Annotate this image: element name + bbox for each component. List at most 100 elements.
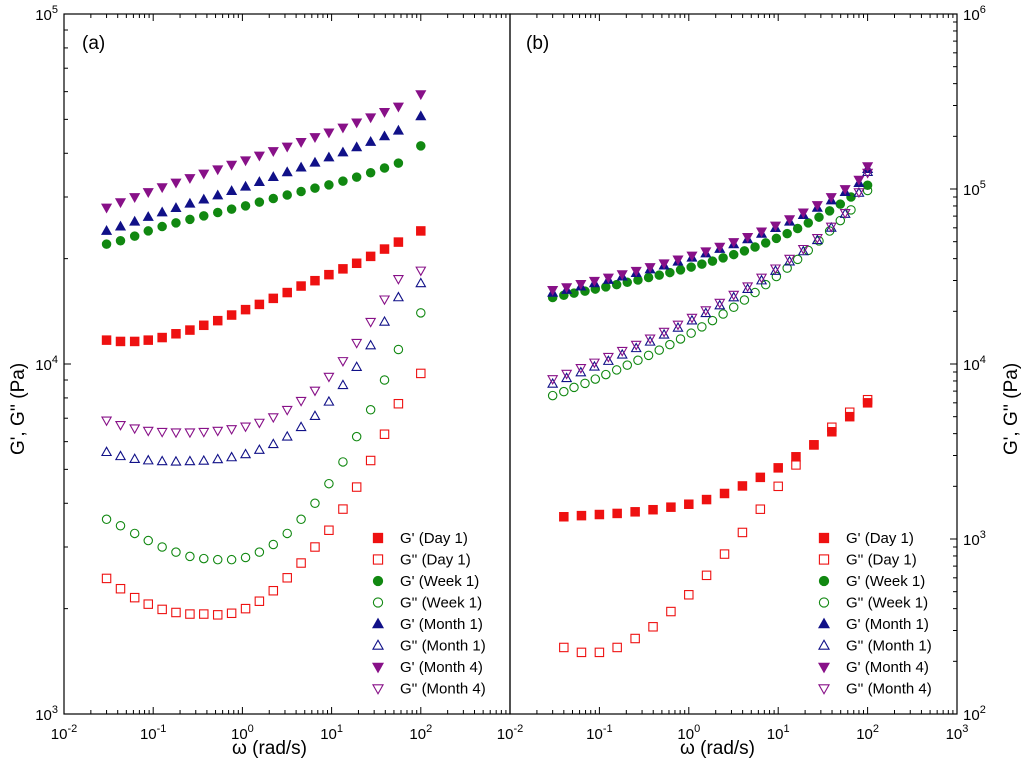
data-point (590, 374, 601, 384)
data-point (114, 420, 127, 431)
data-point (199, 553, 209, 564)
data-point (714, 298, 726, 309)
data-point (416, 308, 426, 318)
data-point (226, 160, 238, 171)
data-point (393, 237, 404, 247)
data-point (803, 218, 814, 228)
legend-label: G'' (Week 1) (400, 595, 482, 612)
data-point (622, 360, 633, 370)
data-point (742, 283, 754, 293)
data-point (792, 254, 803, 265)
legend-label: G'' (Week 1) (846, 595, 928, 612)
marks-panel-b (547, 162, 874, 658)
data-point (633, 355, 643, 366)
data-point (644, 334, 656, 345)
data-point (588, 358, 600, 369)
y-axis-title-right: G', G'' (Pa) (1001, 363, 1022, 455)
data-point (648, 622, 658, 632)
data-point (323, 395, 335, 406)
data-point (281, 405, 293, 416)
data-point (282, 573, 292, 583)
data-point (392, 124, 404, 135)
data-point (686, 313, 698, 324)
data-point (547, 377, 559, 388)
data-point (675, 334, 686, 344)
data-point (185, 214, 195, 225)
data-point (114, 198, 127, 209)
data-point (791, 452, 801, 462)
data-point (737, 527, 748, 538)
data-point (576, 510, 587, 521)
data-point (240, 552, 251, 563)
legend-marker (371, 617, 385, 629)
series-a-5 (100, 277, 427, 466)
data-point (226, 310, 237, 320)
data-point (143, 535, 153, 546)
series-b-1 (559, 394, 873, 658)
data-point (309, 410, 321, 420)
data-point (296, 558, 306, 568)
data-point (295, 138, 307, 148)
series-b-2 (547, 180, 873, 303)
data-point (718, 309, 728, 319)
data-point (323, 128, 335, 139)
data-point (686, 262, 696, 272)
data-point (707, 256, 718, 266)
data-point (378, 295, 391, 306)
data-point (239, 156, 252, 167)
data-point (267, 147, 279, 157)
data-point (198, 427, 210, 438)
data-point (142, 188, 154, 198)
data-point (616, 348, 628, 359)
y-tick-label-a: 104 (35, 354, 58, 374)
data-point (156, 183, 168, 194)
data-point (569, 382, 579, 393)
data-point (351, 431, 362, 442)
data-point (142, 211, 154, 221)
series-b-4 (547, 163, 874, 297)
data-point (630, 342, 642, 353)
legend-label: G' (Month 1) (400, 616, 483, 633)
x-tick-label-b: 10-1 (586, 723, 612, 743)
data-point (157, 604, 167, 615)
data-point (226, 425, 238, 435)
data-point (101, 573, 112, 584)
data-point (212, 189, 224, 200)
data-point (630, 507, 640, 517)
data-point (666, 502, 676, 512)
data-point (742, 282, 754, 293)
data-point (338, 457, 348, 467)
data-point (338, 504, 348, 514)
data-point (365, 455, 376, 466)
data-point (643, 272, 654, 283)
data-point (675, 265, 686, 275)
data-point (611, 365, 622, 375)
data-point (576, 647, 587, 658)
data-point (714, 242, 726, 253)
data-point (267, 438, 279, 449)
data-point (602, 273, 614, 284)
legend-marker (817, 662, 831, 674)
data-point (156, 206, 168, 217)
data-point (282, 528, 292, 539)
data-point (100, 224, 113, 235)
data-marks-layer (100, 90, 874, 658)
data-point (129, 231, 140, 241)
data-point (351, 258, 362, 269)
data-point (296, 514, 306, 525)
data-point (750, 242, 760, 252)
data-point (392, 102, 404, 113)
y-tick-label-b: 102 (963, 704, 986, 724)
data-point (281, 166, 293, 177)
legend-label: G'' (Day 1) (400, 552, 471, 569)
data-point (365, 339, 377, 350)
data-point (212, 315, 223, 326)
data-point (416, 226, 426, 236)
x-tick-label-a: 10-2 (51, 723, 77, 743)
data-point (142, 426, 154, 437)
legend-marker (817, 684, 831, 695)
data-point (672, 255, 684, 266)
legend-panel-b: G' (Day 1) G'' (Day 1) G' (Week 1) G'' (Wee… (817, 530, 932, 698)
data-point (719, 549, 730, 559)
